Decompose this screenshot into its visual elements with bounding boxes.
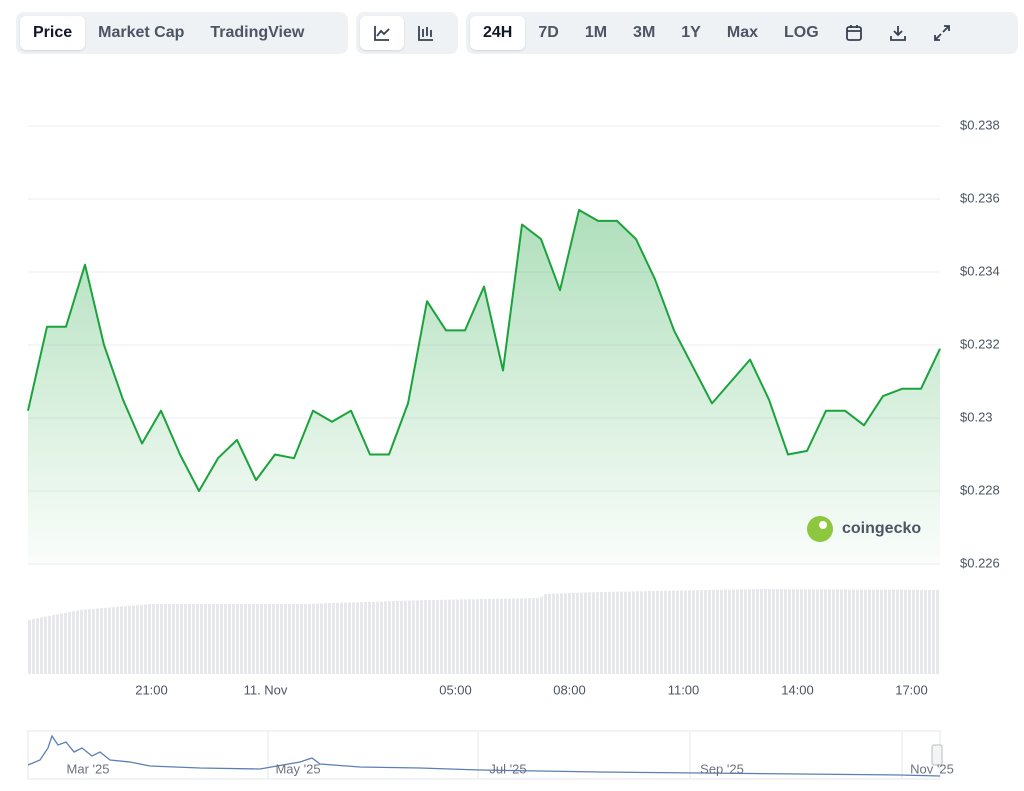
view-tabs: Price Market Cap TradingView <box>16 12 348 54</box>
navigator-label: Nov '25 <box>910 761 954 776</box>
x-tick-label: 17:00 <box>895 682 928 697</box>
watermark-logo <box>807 516 833 542</box>
tab-price[interactable]: Price <box>20 16 86 50</box>
line-chart-button[interactable] <box>360 16 404 50</box>
log-toggle[interactable]: LOG <box>783 24 819 41</box>
watermark-eye <box>819 521 827 529</box>
navigator-label: Jul '25 <box>489 761 526 776</box>
y-tick-label: $0.23 <box>960 409 993 424</box>
range-1m[interactable]: 1M <box>584 24 608 41</box>
x-tick-label: 11. Nov <box>244 682 288 697</box>
download-button[interactable] <box>876 16 920 50</box>
candle-chart-button[interactable] <box>404 16 448 50</box>
expand-icon <box>933 25 950 41</box>
x-tick-label: 11:00 <box>668 682 700 697</box>
navigator-label: Sep '25 <box>700 761 744 776</box>
price-area <box>28 210 940 564</box>
navigator <box>27 730 943 780</box>
fullscreen-button[interactable] <box>920 16 964 50</box>
candle-icon <box>418 26 433 41</box>
y-tick-label: $0.226 <box>960 555 1000 570</box>
watermark: coingecko <box>807 516 921 542</box>
navigator-label: Mar '25 <box>67 761 110 776</box>
y-tick-label: $0.228 <box>960 482 1000 497</box>
navigator-label: May '25 <box>275 761 320 776</box>
range-1y[interactable]: 1Y <box>681 24 701 41</box>
line-icon <box>374 26 390 41</box>
y-tick-label: $0.232 <box>960 336 1000 351</box>
y-tick-label: $0.236 <box>960 190 1000 205</box>
range-tabs: 24H 7D 1M 3M 1Y Max LOG <box>466 12 1018 54</box>
chart-style <box>356 12 458 54</box>
download-icon <box>889 26 906 41</box>
range-3m[interactable]: 3M <box>633 24 656 41</box>
range-max[interactable]: Max <box>726 24 758 41</box>
range-7d[interactable]: 7D <box>538 24 559 41</box>
calendar-icon <box>845 25 862 41</box>
price-line <box>27 209 941 492</box>
tab-market-cap[interactable]: Market Cap <box>98 24 185 41</box>
volume-bars <box>28 589 940 674</box>
x-tick-label: 08:00 <box>553 682 586 697</box>
watermark-text: coingecko <box>842 520 921 537</box>
x-tick-label: 14:00 <box>781 682 814 697</box>
range-24h[interactable]: 24H <box>470 16 526 50</box>
navigator-line <box>27 734 941 777</box>
y-tick-label: $0.234 <box>960 263 1000 278</box>
tab-tradingview[interactable]: TradingView <box>210 24 305 41</box>
calendar-button[interactable] <box>832 16 876 50</box>
x-tick-label: 05:00 <box>439 682 472 697</box>
y-tick-label: $0.238 <box>960 117 1000 132</box>
x-tick-label: 21:00 <box>135 682 168 697</box>
